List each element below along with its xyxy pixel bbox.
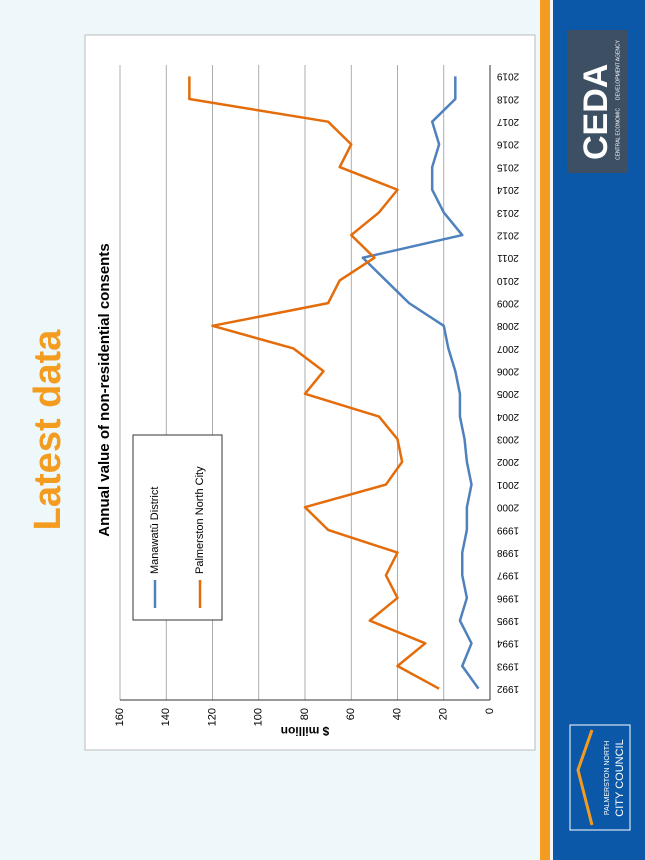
legend-box [132,434,223,621]
y-tick-label: 140 [160,708,172,726]
x-tick-label: 2014 [496,184,519,195]
y-tick-label: 80 [299,708,311,720]
x-tick-label: 1999 [496,524,519,535]
legend-label: Manawatū District [149,487,161,574]
orange-stripe [540,0,550,860]
ceda-name: CEDA [577,64,615,160]
x-tick-label: 2003 [496,434,519,445]
ceda-line: CENTRAL ECONOMIC [615,108,621,160]
x-tick-label: 1996 [496,592,519,603]
x-tick-label: 1993 [496,660,519,671]
y-tick-label: 160 [114,708,126,726]
legend: Manawatū District Palmerston North City [132,434,223,621]
x-tick-label: 2010 [496,275,519,286]
y-tick-label: 0 [484,708,496,714]
x-tick-label: 2012 [496,229,519,240]
ceda-box [567,30,628,173]
x-tick-label: 2015 [496,161,519,172]
x-tick-label: 2004 [496,411,519,422]
x-tick-label: 2018 [496,93,519,104]
x-tick-label: 2005 [496,388,519,399]
x-tick-label: 2000 [496,502,519,513]
x-tick-label: 2008 [496,320,519,331]
council-line: PALMERSTON NORTH [604,741,611,815]
y-tick-label: 120 [206,708,218,726]
x-tick-label: 1997 [496,570,519,581]
x-tick-label: 2011 [497,252,519,263]
x-tick-label: 2002 [496,456,519,467]
y-tick-label: 60 [345,708,357,720]
blue-band [553,0,645,860]
x-tick-label: 2001 [496,479,519,490]
y-tick-label: 40 [391,708,403,720]
legend-label: Palmerston North City [194,466,206,574]
x-tick-label: 2006 [496,366,519,377]
x-tick-label: 2007 [496,343,519,354]
slide-title: Latest data [27,329,69,530]
ceda-line: DEVELOPMENT AGENCY [615,39,621,100]
series-line [361,76,480,690]
council-line: CITY COUNCIL [614,739,626,816]
x-tick-label: 2019 [496,71,519,82]
x-tick-label: 2013 [496,207,519,218]
y-axis-label: $ million [281,724,330,738]
council-logo: PALMERSTON NORTH CITY COUNCIL [569,724,631,831]
ceda-logo: CEDA CENTRAL ECONOMIC DEVELOPMENT AGENCY [567,30,628,173]
series-line [188,76,440,690]
x-tick-label: 1994 [496,638,519,649]
chart-box [84,34,536,751]
x-tick-label: 1992 [496,683,519,694]
chart-title: Annual value of non-residential consents [96,243,113,536]
x-tick-label: 2017 [496,116,519,127]
x-tick-label: 2016 [496,139,519,150]
y-tick-label: 20 [438,708,450,720]
x-tick-label: 2009 [496,297,519,308]
y-tick-label: 100 [253,708,265,726]
x-tick-label: 1998 [496,547,519,558]
council-emblem [576,729,594,826]
x-tick-label: 1995 [496,615,519,626]
